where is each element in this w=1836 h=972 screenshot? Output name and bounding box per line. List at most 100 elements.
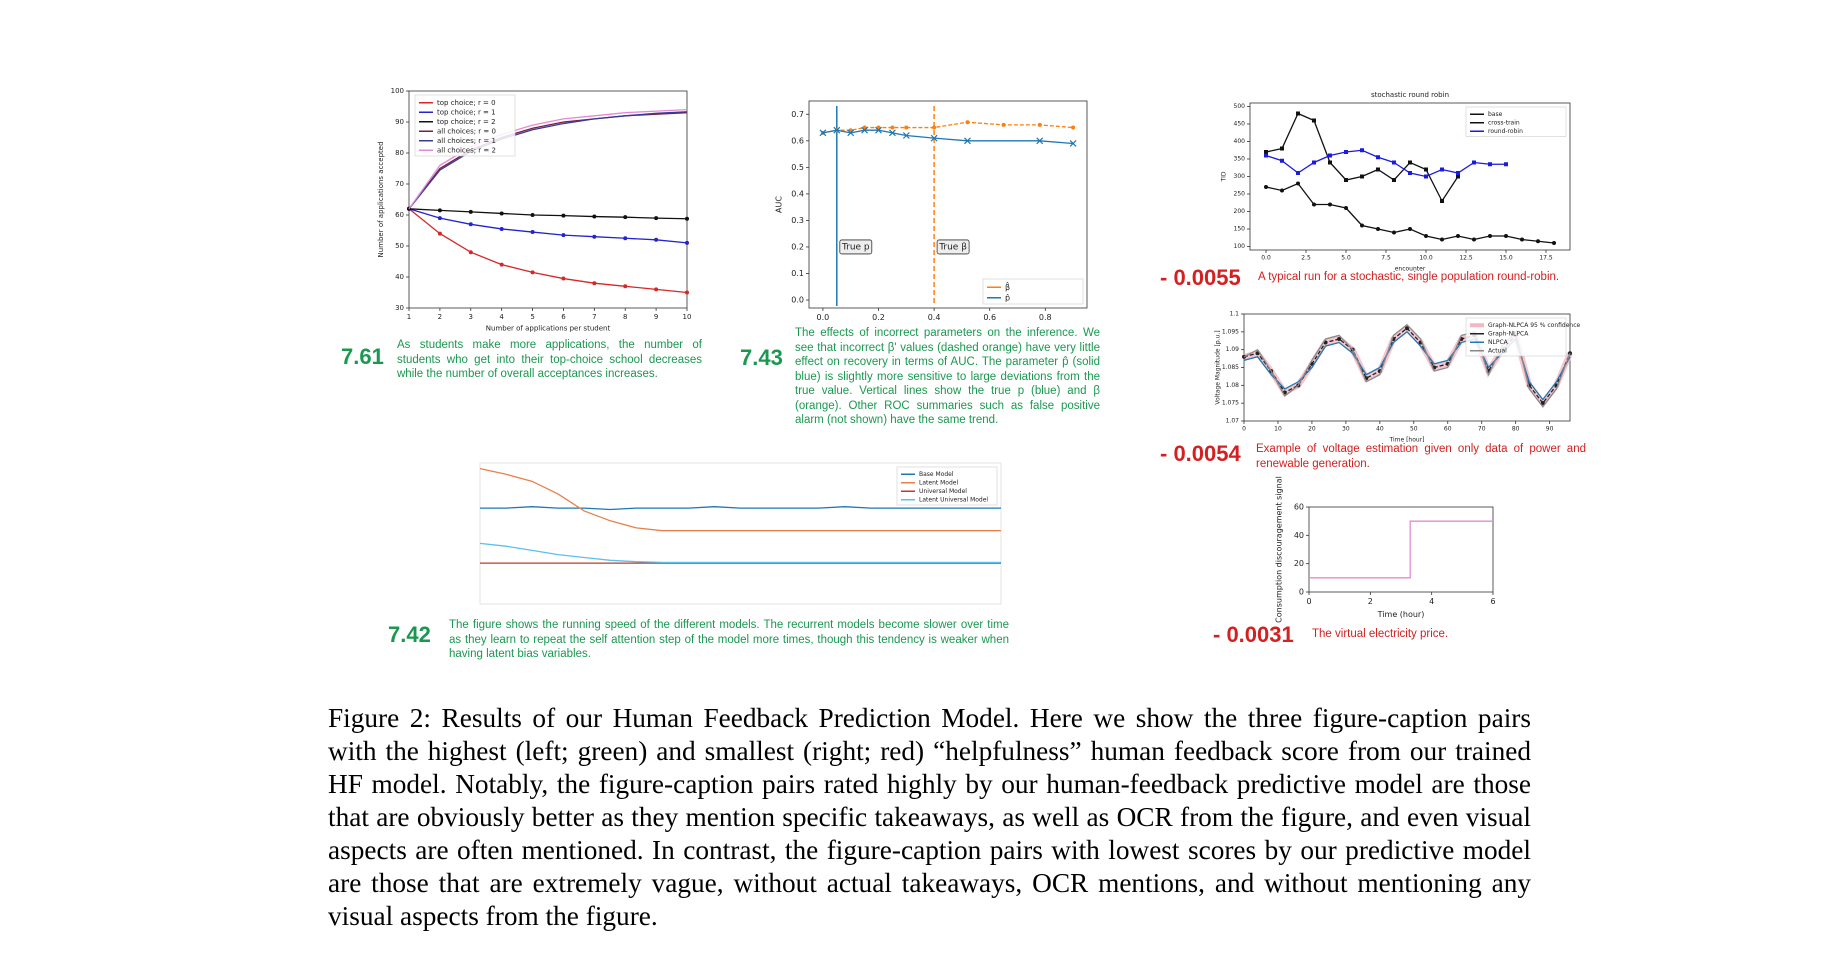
marker <box>1344 150 1348 154</box>
y-tick-label: 0.1 <box>791 269 804 278</box>
score: - 0.0055 <box>1160 265 1241 290</box>
marker <box>1337 336 1342 341</box>
x-tick-label: 60 <box>1444 426 1452 433</box>
marker <box>623 284 628 289</box>
plot-frame <box>1308 506 1494 593</box>
marker <box>1488 162 1492 167</box>
plot-frame <box>808 100 1088 309</box>
marker <box>1264 150 1268 154</box>
annotation: True β <box>938 242 967 252</box>
marker <box>1440 199 1444 203</box>
figure-caption: Figure 2: Results of our Human Feedback … <box>328 703 1531 931</box>
x-tick-label: 0.0 <box>817 313 830 322</box>
marker <box>1344 206 1348 210</box>
y-tick-label: 300 <box>1234 173 1246 180</box>
y-tick-label: 80 <box>395 149 404 157</box>
series-line <box>822 129 1074 145</box>
y-axis-label: AUC <box>775 196 784 213</box>
x-tick-label: 0 <box>1242 426 1246 433</box>
y-tick-label: 200 <box>1234 208 1246 215</box>
x-tick-label: 7 <box>592 313 596 321</box>
marker <box>468 222 473 227</box>
y-tick-label: 1.08 <box>1226 382 1240 389</box>
marker <box>904 125 909 130</box>
marker <box>1296 111 1300 116</box>
annotation-box <box>936 239 970 255</box>
y-tick-label: 0 <box>1299 588 1304 597</box>
marker <box>1312 202 1316 207</box>
marker <box>1392 160 1396 165</box>
marker <box>1069 140 1077 147</box>
marker <box>530 213 535 217</box>
legend-label: NLPCA <box>1488 339 1509 346</box>
y-tick-label: 30 <box>395 304 404 312</box>
x-tick-label: 3 <box>469 313 473 321</box>
series-line <box>1265 182 1555 244</box>
marker <box>561 276 566 281</box>
y-tick-label: 250 <box>1234 191 1246 198</box>
marker <box>1408 227 1412 231</box>
series-line <box>408 208 688 294</box>
panel-caption: Example of voltage estimation given only… <box>1256 443 1586 470</box>
legend-label: top choice; r = 2 <box>437 118 496 126</box>
legend-label: round-robin <box>1488 128 1523 135</box>
marker <box>1392 230 1396 235</box>
series-line <box>408 208 688 220</box>
y-tick-label: 1.1 <box>1229 311 1239 318</box>
marker <box>1424 167 1428 172</box>
y-tick-label: 1.07 <box>1226 418 1240 425</box>
legend-label: Base Model <box>919 471 954 478</box>
x-tick-label: 0.8 <box>1039 313 1052 322</box>
series-line <box>480 506 1001 511</box>
x-tick-label: 1 <box>407 313 411 321</box>
marker <box>861 126 869 134</box>
marker <box>1424 174 1428 179</box>
score: 7.61 <box>341 344 384 369</box>
marker <box>1456 174 1460 179</box>
legend-box <box>896 466 998 506</box>
y-tick-label: 1.075 <box>1222 400 1239 407</box>
marker <box>468 209 473 214</box>
marker <box>1280 188 1284 193</box>
marker <box>561 213 566 218</box>
panel-caption: The virtual electricity price. <box>1312 628 1449 640</box>
marker <box>561 233 566 238</box>
marker <box>890 125 895 130</box>
x-tick-label: 6 <box>1490 597 1495 606</box>
x-tick-label: 15.0 <box>1499 255 1513 262</box>
marker <box>930 134 938 142</box>
y-tick-label: 90 <box>395 118 404 126</box>
series-line <box>479 542 1001 564</box>
x-tick-label: 0.0 <box>1261 255 1271 262</box>
marker <box>902 132 910 139</box>
marker <box>1328 153 1332 158</box>
x-axis-label: Time [hour] <box>1388 436 1424 443</box>
x-tick-label: 0.2 <box>872 313 885 322</box>
marker <box>964 137 971 145</box>
y-axis-label: Consumption discouragement signal <box>1275 476 1284 623</box>
marker <box>1392 178 1396 182</box>
marker <box>499 262 504 267</box>
y-tick-label: 70 <box>395 180 404 188</box>
y-tick-label: 100 <box>1234 243 1246 250</box>
annotation-box <box>839 239 873 255</box>
score: 7.42 <box>388 622 431 647</box>
marker <box>1376 227 1380 231</box>
legend-label: Universal Model <box>919 488 967 495</box>
marker <box>437 216 442 221</box>
y-axis-label: Number of applications accepted <box>377 141 385 257</box>
legend-label: all choices; r = 1 <box>437 137 496 145</box>
marker <box>654 287 659 292</box>
x-tick-label: 0.4 <box>928 313 941 322</box>
marker <box>1001 122 1006 127</box>
marker <box>1488 234 1492 238</box>
y-tick-label: 400 <box>1234 138 1246 145</box>
y-tick-label: 1.095 <box>1222 328 1239 335</box>
y-tick-label: 0.0 <box>791 296 804 305</box>
marker <box>1264 153 1268 158</box>
marker <box>1440 167 1444 172</box>
marker <box>1328 202 1332 207</box>
marker <box>499 226 504 231</box>
marker <box>1520 237 1524 242</box>
